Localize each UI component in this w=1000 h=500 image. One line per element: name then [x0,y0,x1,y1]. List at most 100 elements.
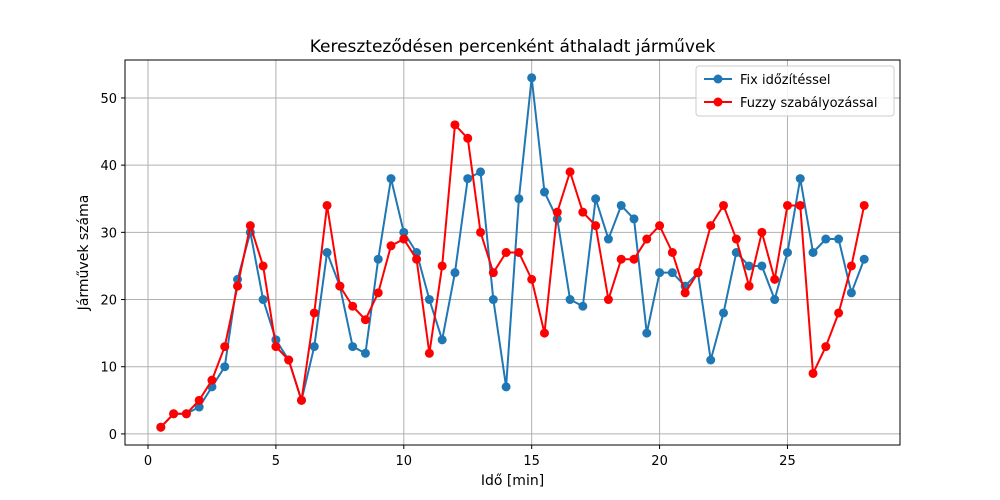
data-point [552,207,562,217]
legend-marker [713,74,723,84]
data-point [476,227,486,237]
data-point [859,200,869,210]
data-point [744,261,754,271]
y-tick-label: 0 [109,428,117,443]
data-point [744,281,754,291]
y-tick-label: 40 [100,159,117,174]
data-point [693,268,703,278]
data-point [245,221,255,231]
data-point [220,342,230,352]
data-point [706,355,716,365]
axes: 0 5 10 15 20 25 0 10 20 30 40 50 [100,92,795,469]
legend: Fix időzítéssel Fuzzy szabályozással [695,65,895,117]
y-tick-label: 30 [100,226,117,241]
data-point [181,409,191,419]
x-tick-label: 0 [144,454,152,469]
data-point [719,200,729,210]
data-point [629,214,639,224]
data-point [795,200,805,210]
data-point [309,342,319,352]
data-point [846,261,856,271]
data-point [463,133,473,143]
data-point [667,248,677,257]
y-tick-label: 20 [100,294,117,309]
data-point [603,295,613,305]
data-point [578,207,588,217]
data-point [616,254,626,264]
data-point [348,342,358,352]
data-point [821,234,831,244]
data-point [309,308,319,318]
chart-title: Kereszteződésen percenként áthaladt járm… [310,37,716,57]
data-point [194,395,204,405]
x-tick-label: 15 [523,454,540,469]
data-point [412,254,422,264]
series-layer [156,73,869,432]
data-point [373,288,383,298]
data-point [859,254,869,264]
data-point [335,281,345,291]
legend-box [695,65,895,117]
x-axis-label: Idő [min] [481,473,544,489]
x-tick-label: 5 [272,454,280,469]
data-point [399,227,409,237]
data-point [757,261,767,271]
data-point [795,174,805,184]
data-point [258,261,268,271]
data-point [655,268,665,278]
data-point [629,254,639,264]
data-point [642,234,652,244]
data-point [642,328,652,338]
data-point [360,315,370,325]
data-point [437,261,447,271]
data-point [808,368,818,378]
data-point [591,194,601,204]
data-point [271,342,281,352]
data-point [488,295,498,305]
data-point [527,274,537,284]
data-point [169,409,179,419]
data-point [578,301,588,311]
data-point [808,248,818,257]
series-1 [156,73,869,432]
data-point [386,241,396,251]
data-point [539,187,549,197]
y-tick-label: 10 [100,361,117,376]
data-point [450,120,460,130]
data-point [821,342,831,352]
data-point [296,395,306,405]
data-point [834,234,844,244]
data-point [424,348,434,358]
data-point [731,234,741,244]
data-point [501,248,511,257]
data-point [322,200,332,210]
data-point [156,422,166,432]
data-point [284,355,294,365]
data-point [527,73,537,83]
data-point [463,174,473,184]
data-point [360,348,370,358]
y-axis-label: Járművek száma [76,195,92,312]
data-point [782,200,792,210]
data-point [603,234,613,244]
data-point [450,268,460,278]
x-tick-label: 25 [779,454,796,469]
data-point [194,402,204,412]
data-point [207,375,217,385]
data-point [706,221,716,231]
data-point [258,295,268,305]
data-point [233,281,243,291]
data-point [539,328,549,338]
data-point [757,227,767,237]
plot-frame [124,59,901,446]
data-point [680,288,690,298]
data-point [591,221,601,231]
data-point [373,254,383,264]
data-point [476,167,486,177]
data-point [770,274,780,284]
legend-label: Fuzzy szabályozással [740,96,877,111]
y-tick-label: 50 [100,92,117,107]
data-point [437,335,447,345]
data-point [424,295,434,305]
data-point [514,248,524,257]
